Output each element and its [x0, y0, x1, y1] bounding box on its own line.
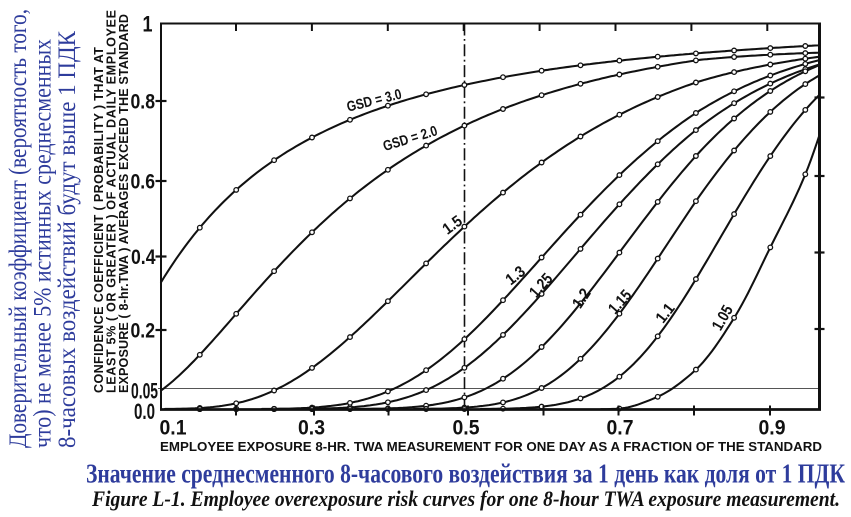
svg-text:EMPLOYEE EXPOSURE 8-HR. TWA: EMPLOYEE EXPOSURE 8-HR. TWA MEASUREMENT …: [160, 440, 822, 454]
svg-text:LEAST 5% ( OR GREATER ) OF AC: LEAST 5% ( OR GREATER ) OF ACTUAL DAILY …: [105, 10, 119, 393]
svg-text:0.9: 0.9: [759, 417, 786, 440]
svg-text:0.8: 0.8: [131, 91, 156, 114]
svg-text:8-часовых воздействий будут вы: 8-часовых воздействий будут выше 1 ПДК: [52, 30, 81, 448]
svg-text:Значение среднесменного 8-часо: Значение среднесменного 8-часового возде…: [86, 459, 845, 489]
svg-text:0.7: 0.7: [607, 417, 634, 440]
svg-text:0.1: 0.1: [160, 417, 187, 440]
svg-text:1: 1: [143, 12, 153, 37]
svg-text:что) не менее 5% истинных сред: что) не менее 5% истинных среднесменных: [28, 39, 57, 448]
svg-text:CONFIDENCE COEFFICIENT ( PROB: CONFIDENCE COEFFICIENT ( PROBABILITY ) T…: [92, 47, 106, 393]
svg-text:Доверительный коэффициент (вер: Доверительный коэффициент (вероятность т…: [3, 9, 32, 448]
svg-text:0.0: 0.0: [134, 399, 155, 424]
svg-text:Figure L-1. Employee overexpos: Figure L-1. Employee overexposure risk c…: [91, 486, 840, 511]
svg-text:0.6: 0.6: [131, 171, 156, 194]
svg-text:0.5: 0.5: [453, 417, 480, 440]
svg-text:0.4: 0.4: [131, 246, 156, 269]
svg-text:EXPOSURE ( 8-hr.TWA ) AVERAGES: EXPOSURE ( 8-hr.TWA ) AVERAGES EXCEED TH…: [117, 14, 131, 393]
svg-text:0.2: 0.2: [131, 320, 156, 343]
svg-text:0.05: 0.05: [131, 378, 158, 403]
svg-text:0.3: 0.3: [298, 417, 325, 440]
